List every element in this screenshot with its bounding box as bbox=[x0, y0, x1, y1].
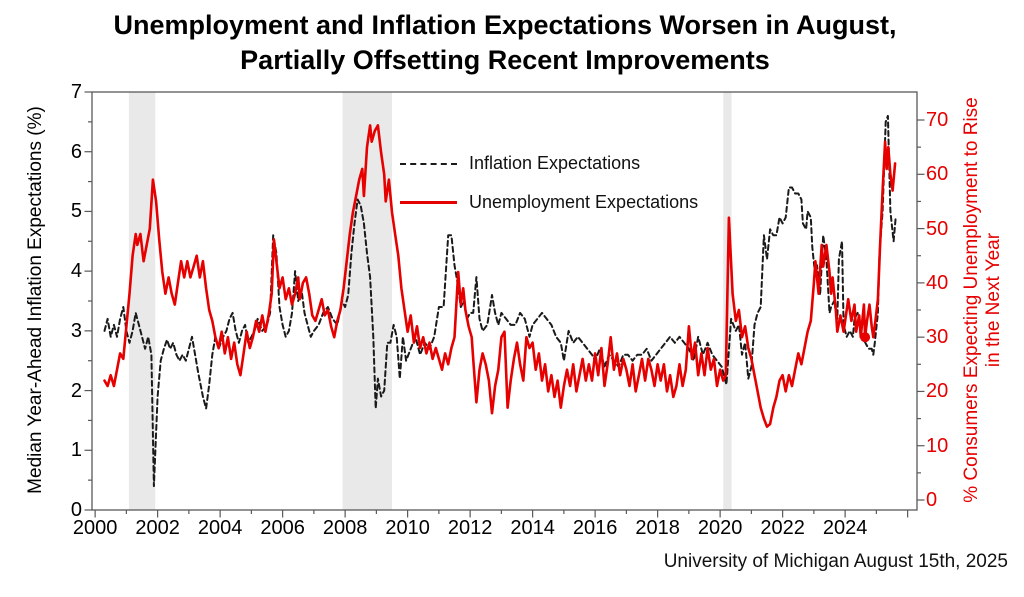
legend: Inflation Expectations Unemployment Expe… bbox=[400, 144, 698, 222]
x-tick-label: 2020 bbox=[697, 517, 743, 539]
right-axis-tick-label: 60 bbox=[926, 163, 949, 186]
source-attribution: University of Michigan August 15th, 2025 bbox=[663, 551, 1008, 572]
x-tick-label: 2022 bbox=[760, 517, 805, 539]
left-axis-tick-label: 3 bbox=[70, 319, 82, 342]
right-axis-tick-label: 30 bbox=[926, 326, 949, 349]
x-tick-label: 2002 bbox=[135, 517, 180, 539]
inflation-dashed-line-icon bbox=[400, 162, 457, 165]
right-axis-tick-label: 0 bbox=[926, 489, 938, 511]
left-axis-tick-label: 2 bbox=[70, 379, 82, 402]
left-axis-tick-label: 1 bbox=[70, 439, 82, 462]
highlight-dot bbox=[860, 332, 871, 343]
series-line-inflation-expectations bbox=[103, 114, 897, 488]
legend-label-unemployment: Unemployment Expectations bbox=[469, 192, 699, 212]
chart-title-line2: Partially Offsetting Recent Improvements bbox=[240, 45, 770, 75]
x-tick-label: 2006 bbox=[260, 517, 305, 539]
left-axis-tick-label: 7 bbox=[70, 81, 82, 103]
left-axis-tick-label: 4 bbox=[70, 260, 82, 283]
x-tick-label: 2000 bbox=[72, 517, 118, 539]
right-axis-tick-label: 40 bbox=[926, 271, 949, 294]
legend-item-inflation: Inflation Expectations bbox=[400, 144, 698, 183]
unemployment-solid-line-icon bbox=[400, 201, 457, 204]
legend-item-unemployment: Unemployment Expectations bbox=[400, 183, 698, 222]
x-tick-label: 2024 bbox=[822, 517, 868, 539]
x-tick-label: 2004 bbox=[197, 517, 243, 539]
left-axis-tick-label: 5 bbox=[70, 200, 82, 223]
right-axis-tick-label: 10 bbox=[926, 434, 949, 457]
legend-label-inflation: Inflation Expectations bbox=[469, 153, 641, 173]
right-axis-tick-label: 20 bbox=[926, 380, 949, 403]
x-tick-label: 2018 bbox=[635, 517, 680, 539]
recession-band bbox=[128, 92, 156, 510]
x-tick-label: 2008 bbox=[322, 517, 368, 539]
x-tick-label: 2014 bbox=[510, 517, 555, 539]
right-axis-title: % Consumers Expecting Unemployment to Ri… bbox=[961, 70, 1005, 530]
chart-title-line1: Unemployment and Inflation Expectations … bbox=[113, 10, 897, 40]
right-axis-tick-label: 50 bbox=[926, 217, 949, 240]
chart-title: Unemployment and Inflation Expectations … bbox=[0, 8, 1010, 78]
right-axis-tick-label: 70 bbox=[926, 109, 949, 131]
right-axis-title-line1: % Consumers Expecting Unemployment to Ri… bbox=[961, 97, 982, 503]
right-axis-title-line2: in the Next Year bbox=[983, 232, 1004, 368]
left-axis-tick-label: 6 bbox=[70, 140, 82, 163]
x-tick-label: 2012 bbox=[447, 517, 493, 539]
series-line-unemployment-expectations bbox=[103, 124, 897, 429]
left-axis-tick-label: 0 bbox=[70, 499, 82, 521]
x-tick-label: 2016 bbox=[572, 517, 618, 539]
x-tick-label: 2010 bbox=[385, 517, 430, 539]
